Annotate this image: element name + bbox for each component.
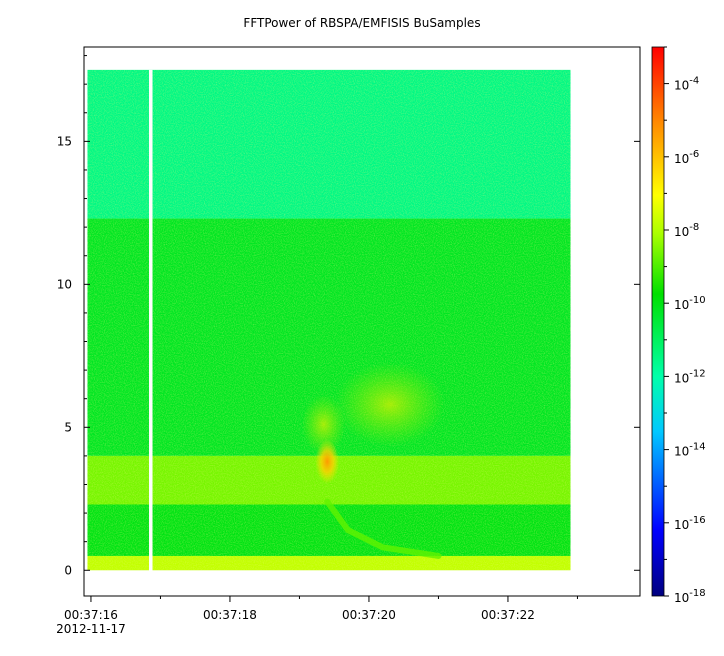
colorbar-label-8: 10-8 — [674, 222, 699, 239]
colorbar-label-10: 10-10 — [674, 295, 706, 312]
plot-frame — [83, 46, 641, 597]
colorbar-layer: 10-18 10-16 10-14 10-12 10-10 10-8 10-6 10-4 — [651, 46, 706, 605]
colorbar-frame — [651, 46, 665, 597]
colorbar-label-4: 10-4 — [674, 76, 699, 93]
x-date-label: 2012-11-17 — [56, 622, 126, 636]
colorbar-label-18: 10-18 — [674, 588, 706, 605]
data-gap — [149, 69, 153, 572]
colorbar-label-6: 10-6 — [674, 149, 699, 166]
feature-falling-tone — [324, 498, 442, 559]
plot-layer — [87, 69, 571, 572]
x-tick-label-0: 00:37:16 — [64, 608, 118, 622]
colorbar — [652, 47, 664, 596]
y-tick-label-10: 10 — [57, 277, 72, 291]
colorbar-label-16: 10-16 — [674, 515, 706, 532]
spectrogram-texture — [87, 69, 571, 571]
feature-diffuse — [334, 362, 445, 447]
x-tick-label-2: 00:37:20 — [342, 608, 396, 622]
feature-diffuse-secondary — [301, 394, 346, 455]
y-tick-label-0: 0 — [64, 563, 72, 577]
colorbar-label-12: 10-12 — [674, 368, 706, 385]
y-tick-label-5: 5 — [64, 420, 72, 434]
axis-layer: 0 5 10 15 00:37:16 00:37:18 00:37:20 00:37:22 20… — [56, 46, 641, 636]
colorbar-label-14: 10-14 — [674, 442, 706, 459]
y-tick-label-15: 15 — [57, 134, 72, 148]
x-tick-label-3: 00:37:22 — [481, 608, 535, 622]
chart-title: FFTPower of RBSPA/EMFISIS BuSamples — [243, 16, 481, 30]
x-tick-label-1: 00:37:18 — [203, 608, 257, 622]
